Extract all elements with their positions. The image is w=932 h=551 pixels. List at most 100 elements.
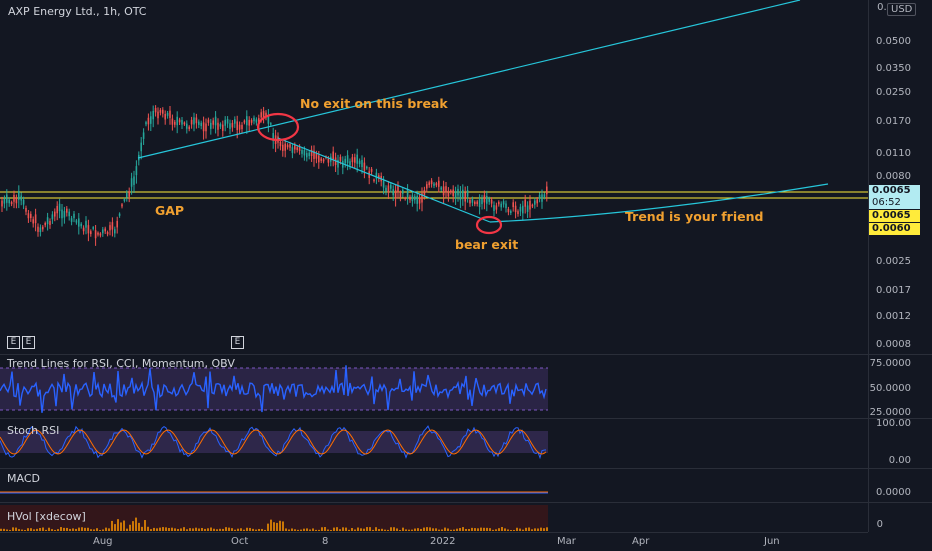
hvol-pane-label[interactable]: HVol [xdecow] [7, 510, 86, 523]
candle-body [339, 156, 342, 161]
candle-body [198, 121, 200, 125]
candle-body [188, 126, 190, 130]
hvol-bar [381, 528, 383, 531]
candle-body [111, 222, 114, 230]
hvol-bar [108, 528, 110, 531]
candle-body [15, 197, 18, 204]
candle-body [104, 228, 106, 232]
candle-body [478, 199, 481, 208]
hvol-bar [369, 527, 371, 531]
hvol-bar [540, 527, 542, 531]
hvol-bar [54, 529, 56, 531]
pane-divider[interactable] [0, 418, 932, 419]
pane-divider[interactable] [0, 354, 932, 355]
hvol-bar [102, 529, 104, 531]
candle-body [502, 201, 505, 205]
candle-body [174, 121, 176, 125]
candle-body [397, 185, 399, 193]
candle-body [541, 194, 543, 202]
stoch-tick: 100.00 [876, 418, 911, 429]
hvol-bar [342, 527, 344, 531]
candle-body [51, 214, 54, 220]
currency-button[interactable]: USD [887, 3, 917, 16]
hvol-bar [501, 527, 503, 531]
pane-divider[interactable] [0, 468, 932, 469]
trendline-up [137, 0, 801, 159]
candle-body [229, 123, 231, 129]
candle-body [476, 201, 478, 205]
candle-body [231, 122, 234, 128]
hvol-bar [414, 528, 416, 531]
hvol-bar [291, 528, 293, 531]
candle-body [82, 227, 85, 232]
earnings-marker[interactable]: E [22, 336, 35, 349]
hvol-bar [492, 529, 494, 531]
hvol-bar [405, 529, 407, 531]
hvol-bar [12, 527, 14, 531]
candle-body [495, 205, 498, 210]
macd-pane-label[interactable]: MACD [7, 472, 40, 485]
price-tick: 0.0017 [876, 285, 911, 296]
price-tick: 0.0250 [876, 87, 911, 98]
candle-body [243, 120, 246, 123]
hvol-bar [297, 529, 299, 531]
hvol-bar [519, 528, 521, 531]
hvol-bar [306, 528, 308, 531]
annotation-trend-friend[interactable]: Trend is your friend [625, 209, 764, 224]
rsi-tick: 75.0000 [869, 358, 911, 369]
annotation-circle [256, 112, 300, 142]
annotation-gap[interactable]: GAP [155, 203, 185, 218]
hvol-bar [522, 529, 524, 531]
pane-divider[interactable] [0, 502, 932, 503]
candle-body [68, 211, 70, 217]
hvol-bar [534, 528, 536, 531]
hvol-bar [300, 529, 302, 531]
hvol-bar [186, 529, 188, 531]
hvol-bar [417, 528, 419, 531]
hvol-bar [510, 529, 512, 531]
hvol-bar [318, 529, 320, 531]
candle-body [358, 160, 361, 165]
hvol-bar [468, 528, 470, 531]
time-label: 8 [322, 536, 329, 547]
candle-body [406, 189, 409, 198]
annotation-bear-exit[interactable]: bear exit [455, 237, 519, 252]
candle-body [135, 166, 138, 176]
symbol-title[interactable]: AXP Energy Ltd., 1h, OTC [8, 5, 147, 18]
annotation-circle [475, 215, 503, 235]
hvol-bar [372, 529, 374, 531]
hvol-bar [144, 520, 146, 531]
candle-body [73, 213, 75, 219]
candle-body [140, 142, 142, 152]
hvol-bar [357, 527, 359, 531]
candle-body [56, 205, 58, 214]
hvol-bar [189, 528, 191, 531]
candle-body [522, 205, 524, 214]
stoch-pane-label[interactable]: Stoch RSI [7, 424, 60, 437]
candle-body [486, 195, 488, 204]
price-axis[interactable]: 0.0 0.0500 0.0350 0.0250 0.0170 0.0110 0… [868, 0, 932, 532]
price-tick: 0.0012 [876, 311, 911, 322]
candle-body [162, 109, 164, 114]
candle-body [373, 179, 375, 182]
earnings-marker[interactable]: E [7, 336, 20, 349]
candle-body [543, 194, 546, 197]
hvol-bar [117, 519, 119, 531]
stoch-tick: 0.00 [888, 455, 911, 466]
time-label: 2022 [430, 536, 456, 547]
hvol-bar [129, 524, 131, 531]
price-tick: 0.0350 [876, 63, 911, 74]
annotation-no-exit[interactable]: No exit on this break [300, 96, 448, 111]
candle-body [169, 110, 171, 118]
rsi-pane-label[interactable]: Trend Lines for RSI, CCI, Momentum, OBV [7, 357, 235, 370]
candle-body [42, 226, 44, 230]
hvol-bar [147, 526, 149, 531]
candle-body [399, 193, 402, 198]
hvol-bar [396, 528, 398, 531]
candle-body [20, 195, 22, 201]
time-axis[interactable]: Aug Oct 8 2022 Mar Apr Jun [0, 532, 868, 551]
earnings-marker[interactable]: E [231, 336, 244, 349]
candle-body [94, 230, 97, 239]
